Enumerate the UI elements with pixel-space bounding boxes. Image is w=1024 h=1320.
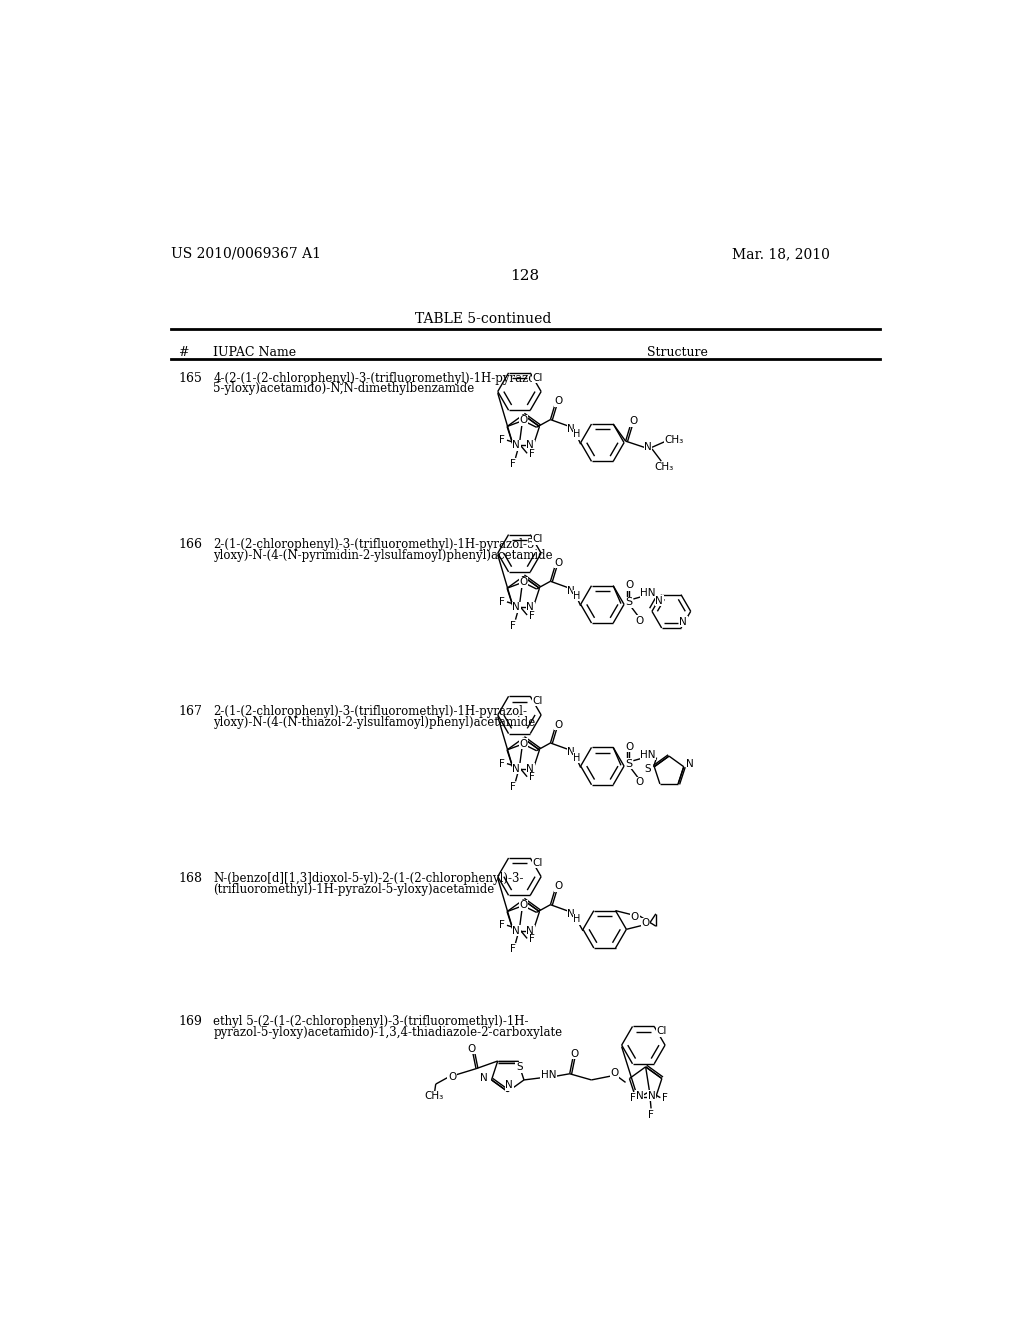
Text: N: N: [526, 764, 535, 774]
Text: 167: 167: [178, 705, 203, 718]
Text: Cl: Cl: [532, 858, 543, 867]
Text: yloxy)-N-(4-(N-thiazol-2-ylsulfamoyl)phenyl)acetamide: yloxy)-N-(4-(N-thiazol-2-ylsulfamoyl)phe…: [213, 715, 536, 729]
Text: F: F: [500, 597, 505, 607]
Text: S: S: [516, 1063, 522, 1072]
Text: O: O: [554, 396, 562, 407]
Text: CH₃: CH₃: [425, 1092, 443, 1101]
Text: Cl: Cl: [532, 372, 543, 383]
Text: TABLE 5-continued: TABLE 5-continued: [415, 313, 551, 326]
Text: F: F: [510, 459, 516, 469]
Text: F: F: [528, 449, 535, 459]
Text: H: H: [573, 915, 581, 924]
Text: 128: 128: [510, 268, 540, 282]
Text: N: N: [506, 1081, 513, 1090]
Text: 165: 165: [178, 372, 203, 384]
Text: HN: HN: [640, 750, 655, 759]
Text: O: O: [519, 416, 527, 425]
Text: O: O: [636, 777, 644, 787]
Text: N: N: [512, 602, 520, 612]
Text: N: N: [512, 925, 520, 936]
Text: Cl: Cl: [532, 535, 543, 544]
Text: CH₃: CH₃: [654, 462, 674, 473]
Text: 5-yloxy)acetamido)-N,N-dimethylbenzamide: 5-yloxy)acetamido)-N,N-dimethylbenzamide: [213, 383, 474, 396]
Text: O: O: [554, 719, 562, 730]
Text: H: H: [573, 752, 581, 763]
Text: F: F: [630, 1093, 636, 1102]
Text: N: N: [648, 1090, 655, 1101]
Text: pyrazol-5-yloxy)acetamido)-1,3,4-thiadiazole-2-carboxylate: pyrazol-5-yloxy)acetamido)-1,3,4-thiadia…: [213, 1026, 562, 1039]
Text: Mar. 18, 2010: Mar. 18, 2010: [732, 247, 830, 261]
Text: O: O: [636, 615, 644, 626]
Text: 168: 168: [178, 873, 203, 886]
Text: O: O: [447, 1072, 456, 1082]
Text: N: N: [512, 764, 520, 774]
Text: F: F: [500, 759, 505, 768]
Text: O: O: [626, 579, 634, 590]
Text: O: O: [519, 900, 527, 911]
Text: N: N: [480, 1073, 487, 1082]
Text: N: N: [636, 1090, 643, 1101]
Text: O: O: [554, 558, 562, 568]
Text: O: O: [642, 919, 650, 928]
Text: N: N: [567, 424, 575, 434]
Text: Cl: Cl: [656, 1026, 668, 1036]
Text: F: F: [510, 783, 516, 792]
Text: N: N: [567, 909, 575, 919]
Text: N: N: [567, 586, 575, 595]
Text: 2-(1-(2-chlorophenyl)-3-(trifluoromethyl)-1H-pyrazol-: 2-(1-(2-chlorophenyl)-3-(trifluoromethyl…: [213, 705, 527, 718]
Text: F: F: [663, 1093, 668, 1102]
Text: N: N: [526, 441, 535, 450]
Text: #: #: [178, 346, 188, 359]
Text: S: S: [625, 759, 632, 768]
Text: F: F: [500, 436, 505, 445]
Text: 4-(2-(1-(2-chlorophenyl)-3-(trifluoromethyl)-1H-pyrazol-: 4-(2-(1-(2-chlorophenyl)-3-(trifluoromet…: [213, 372, 544, 384]
Text: (trifluoromethyl)-1H-pyrazol-5-yloxy)acetamide: (trifluoromethyl)-1H-pyrazol-5-yloxy)ace…: [213, 883, 495, 896]
Text: O: O: [467, 1044, 475, 1053]
Text: O: O: [519, 577, 527, 587]
Text: N: N: [644, 442, 652, 453]
Text: O: O: [626, 742, 634, 752]
Text: S: S: [625, 597, 632, 607]
Text: N: N: [686, 759, 694, 770]
Text: CH₃: CH₃: [664, 434, 683, 445]
Text: H: H: [573, 429, 581, 440]
Text: O: O: [570, 1049, 579, 1059]
Text: N: N: [526, 925, 535, 936]
Text: ethyl 5-(2-(1-(2-chlorophenyl)-3-(trifluoromethyl)-1H-: ethyl 5-(2-(1-(2-chlorophenyl)-3-(triflu…: [213, 1015, 528, 1028]
Text: 169: 169: [178, 1015, 203, 1028]
Text: N: N: [526, 602, 535, 612]
Text: H: H: [573, 591, 581, 601]
Text: N: N: [512, 441, 520, 450]
Text: O: O: [629, 416, 638, 426]
Text: F: F: [510, 620, 516, 631]
Text: F: F: [500, 920, 505, 931]
Text: O: O: [554, 882, 562, 891]
Text: F: F: [528, 772, 535, 783]
Text: yloxy)-N-(4-(N-pyrimidin-2-ylsulfamoyl)phenyl)acetamide: yloxy)-N-(4-(N-pyrimidin-2-ylsulfamoyl)p…: [213, 549, 553, 562]
Text: US 2010/0069367 A1: US 2010/0069367 A1: [171, 247, 321, 261]
Text: N-(benzo[d][1,3]dioxol-5-yl)-2-(1-(2-chlorophenyl)-3-: N-(benzo[d][1,3]dioxol-5-yl)-2-(1-(2-chl…: [213, 873, 523, 886]
Text: 166: 166: [178, 539, 203, 550]
Text: N: N: [655, 595, 664, 606]
Text: N: N: [680, 616, 687, 627]
Text: F: F: [528, 935, 535, 944]
Text: O: O: [610, 1068, 618, 1078]
Text: S: S: [645, 764, 651, 774]
Text: Structure: Structure: [647, 346, 709, 359]
Text: F: F: [648, 1110, 654, 1119]
Text: O: O: [631, 912, 639, 921]
Text: F: F: [528, 611, 535, 620]
Text: IUPAC Name: IUPAC Name: [213, 346, 296, 359]
Text: HN: HN: [541, 1071, 556, 1080]
Text: Cl: Cl: [532, 696, 543, 706]
Text: 2-(1-(2-chlorophenyl)-3-(trifluoromethyl)-1H-pyrazol-5-: 2-(1-(2-chlorophenyl)-3-(trifluoromethyl…: [213, 539, 539, 550]
Text: O: O: [519, 739, 527, 748]
Text: HN: HN: [640, 587, 655, 598]
Text: F: F: [510, 944, 516, 954]
Text: N: N: [567, 747, 575, 758]
